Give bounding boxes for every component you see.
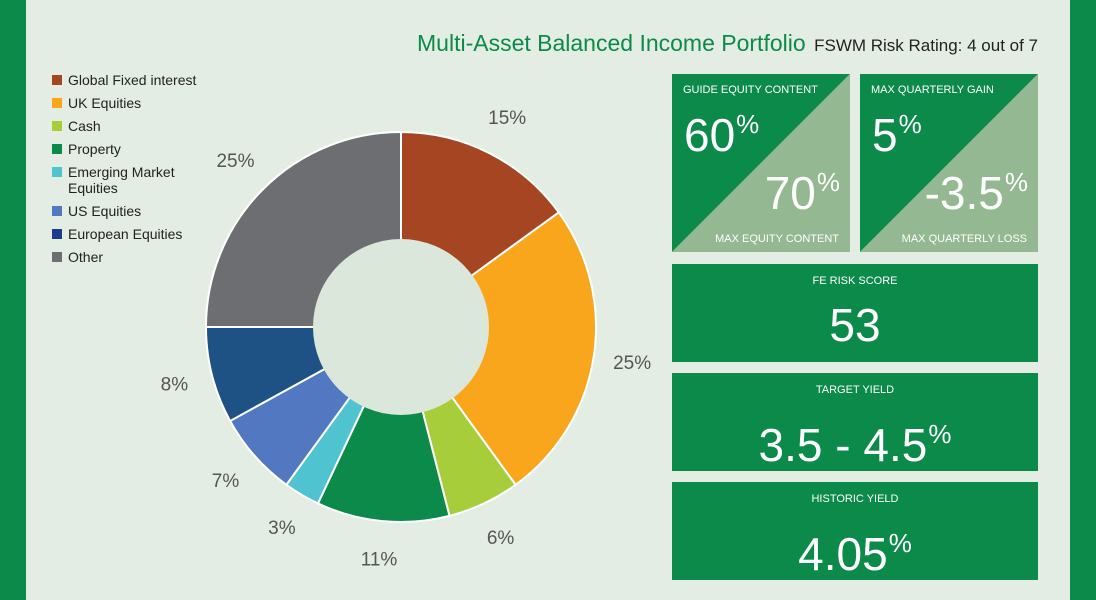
historic-yield-percent: % xyxy=(888,528,912,558)
risk-rating: FSWM Risk Rating: 4 out of 7 xyxy=(814,36,1038,55)
guide-equity-number: 60 xyxy=(684,109,736,161)
chart-legend: Global Fixed interest UK Equities Cash Prop… xyxy=(52,72,212,272)
max-quarterly-gain-label: MAX QUARTERLY GAIN xyxy=(871,84,994,96)
fe-risk-score-label: FE RISK SCORE xyxy=(812,275,898,287)
legend-item: Emerging Market Equities xyxy=(52,164,212,196)
legend-swatch xyxy=(52,229,62,239)
legend-item: UK Equities xyxy=(52,95,212,111)
pie-slice xyxy=(399,210,597,487)
legend-label: UK Equities xyxy=(68,95,142,111)
legend-label: Emerging Market Equities xyxy=(68,164,175,196)
max-equity-label: MAX EQUITY CONTENT xyxy=(715,233,839,245)
max-quarterly-gain-value: 5% xyxy=(872,108,922,162)
legend-item: US Equities xyxy=(52,203,212,219)
slice-percent-label: 25% xyxy=(216,151,254,172)
historic-yield-number: 4.05 xyxy=(798,528,888,580)
max-quarterly-loss-number: -3.5 xyxy=(924,167,1004,219)
donut-hole xyxy=(313,239,489,415)
legend-label: Global Fixed interest xyxy=(68,72,197,88)
legend-label: US Equities xyxy=(68,203,142,219)
max-quarterly-gain-percent: % xyxy=(898,109,922,139)
fe-risk-score-value: 53 xyxy=(829,299,881,351)
target-yield-label: TARGET YIELD xyxy=(815,384,895,396)
historic-yield-card: HISTORIC YIELD 4.05% xyxy=(672,482,1038,580)
legend-item: Global Fixed interest xyxy=(52,72,212,88)
quarterly-card: MAX QUARTERLY GAIN 5% -3.5% MAX QUARTERL… xyxy=(860,74,1038,252)
legend-swatch xyxy=(52,206,62,216)
legend-label: Cash xyxy=(68,118,101,134)
legend-swatch xyxy=(52,144,62,154)
legend-swatch xyxy=(52,98,62,108)
target-yield-card: TARGET YIELD 3.5 - 4.5% xyxy=(672,373,1038,471)
max-quarterly-gain-number: 5 xyxy=(872,109,898,161)
equity-content-card: GUIDE EQUITY CONTENT 60% 70% MAX EQUITY … xyxy=(672,74,850,252)
target-yield-percent: % xyxy=(928,419,952,449)
slice-percent-label: 7% xyxy=(212,471,240,492)
guide-equity-percent: % xyxy=(736,109,760,139)
max-equity-percent: % xyxy=(816,167,840,197)
slice-percent-label: 6% xyxy=(487,528,515,549)
max-quarterly-loss-percent: % xyxy=(1004,167,1028,197)
historic-yield-label: HISTORIC YIELD xyxy=(811,493,899,505)
legend-swatch xyxy=(52,121,62,131)
legend-item: Property xyxy=(52,141,212,157)
max-quarterly-loss-value: -3.5% xyxy=(925,166,1028,220)
page-header: Multi-Asset Balanced Income Portfolio FS… xyxy=(0,30,1038,57)
slice-percent-label: 11% xyxy=(361,550,398,571)
legend-label: Other xyxy=(68,249,104,265)
guide-equity-value: 60% xyxy=(684,108,759,162)
pie-slice xyxy=(316,324,451,523)
slice-percent-label: 8% xyxy=(161,375,189,396)
legend-swatch xyxy=(52,252,62,262)
quarterly-card-background xyxy=(860,74,1038,252)
slice-percent-label: 25% xyxy=(613,353,651,374)
legend-swatch xyxy=(52,75,62,85)
slice-percent-label: 15% xyxy=(488,108,526,129)
target-yield-number: 3.5 - 4.5 xyxy=(758,419,928,471)
legend-item: Other xyxy=(52,249,212,265)
historic-yield-value: 4.05% xyxy=(672,516,1038,581)
max-quarterly-loss-label: MAX QUARTERLY LOSS xyxy=(901,233,1027,245)
legend-item: Cash xyxy=(52,118,212,134)
page-title: Multi-Asset Balanced Income Portfolio xyxy=(417,30,806,56)
target-yield-value: 3.5 - 4.5% xyxy=(672,407,1038,472)
slice-percent-label: 3% xyxy=(268,518,296,539)
legend-item: European Equities xyxy=(52,226,212,242)
guide-equity-label: GUIDE EQUITY CONTENT xyxy=(683,84,818,96)
legend-label: European Equities xyxy=(68,226,183,242)
fe-risk-score-card: FE RISK SCORE 53 xyxy=(672,264,1038,362)
equity-card-background xyxy=(672,74,850,252)
max-equity-number: 70 xyxy=(764,167,816,219)
legend-swatch xyxy=(52,167,62,177)
legend-label: Property xyxy=(68,141,121,157)
max-equity-value: 70% xyxy=(765,166,840,220)
